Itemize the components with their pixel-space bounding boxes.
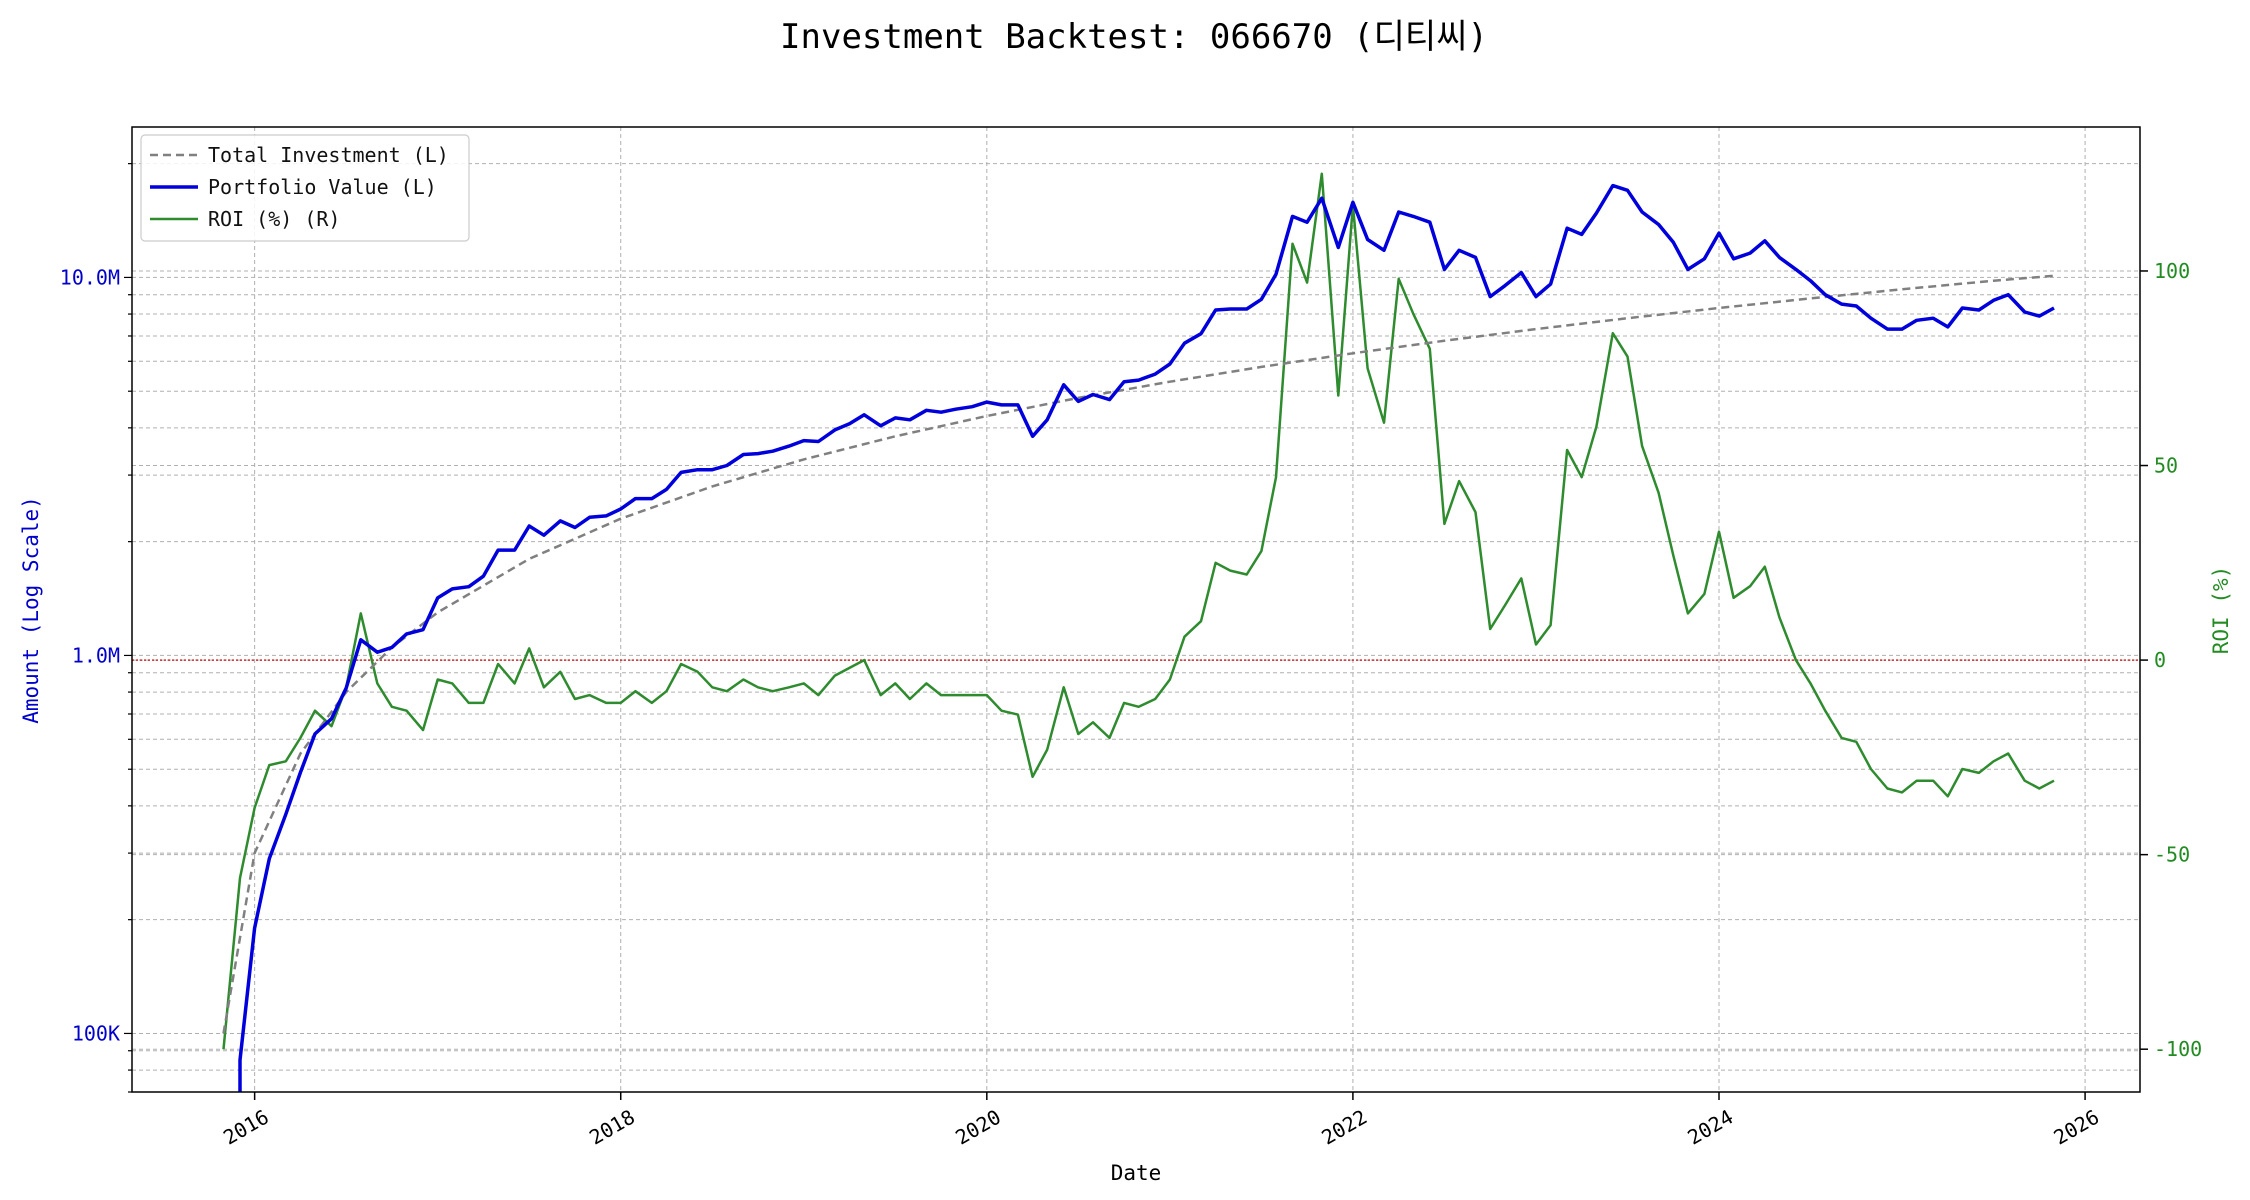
x-tick-label: 2022 [1317, 1105, 1371, 1150]
y-right-tick-label: 50 [2154, 454, 2178, 478]
roi-line [222, 172, 2055, 1050]
x-axis-label: Date [1111, 1161, 1162, 1185]
y-left-tick-label: 100K [72, 1021, 120, 1045]
x-tick-label: 2026 [2050, 1105, 2104, 1150]
y-right-tick-label: 0 [2154, 648, 2166, 672]
portfolio-value-line [238, 183, 2055, 1092]
legend: Total Investment (L) Portfolio Value (L) R… [140, 134, 470, 242]
grid-lines [132, 127, 2140, 1093]
legend-entry-portfolio-value-line: Portfolio Value (L) [208, 175, 437, 199]
x-tick-label: 2020 [951, 1105, 1005, 1150]
y-right-tick-label: -50 [2154, 843, 2190, 867]
y-left-tick-label: 1.0M [72, 643, 120, 667]
y-right-axis-label: ROI (%) [2209, 566, 2233, 655]
y-left-tick-label: 10.0M [60, 265, 120, 289]
series-lines [222, 172, 2055, 1092]
legend-entry-roi-line: ROI (%) (R) [208, 207, 340, 231]
x-tick-label: 2024 [1683, 1105, 1737, 1150]
x-tick-label: 2016 [219, 1105, 273, 1150]
legend-box [140, 134, 470, 242]
y-left-axis-label: Amount (Log Scale) [19, 496, 43, 724]
legend-entry-total-investment-line: Total Investment (L) [208, 143, 449, 167]
plot-frame [131, 126, 2141, 1093]
y-right-tick-label: 100 [2154, 259, 2190, 283]
x-tick-label: 2018 [585, 1105, 639, 1150]
total-investment-line [222, 274, 2055, 1034]
chart-title: Investment Backtest: 066670 (디티씨) [780, 17, 1488, 57]
y-right-tick-label: -100 [2154, 1037, 2202, 1061]
